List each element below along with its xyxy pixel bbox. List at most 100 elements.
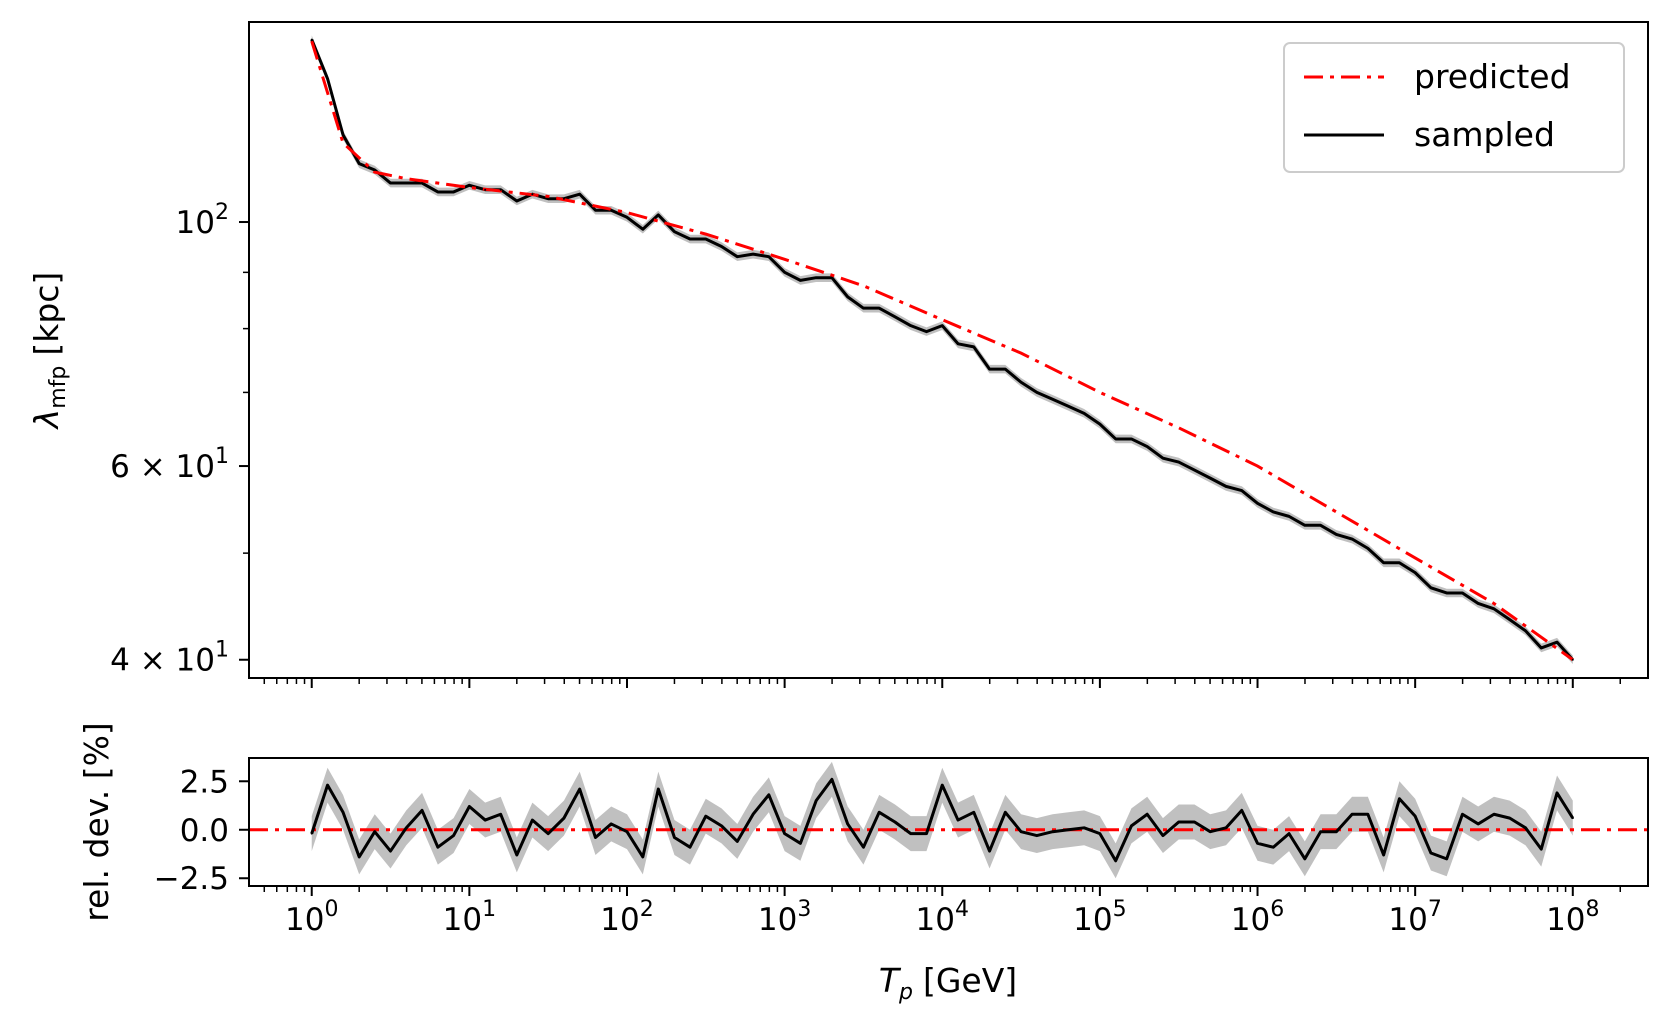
residual-point (957, 819, 960, 822)
xlabel-subscript: p (898, 980, 913, 1005)
sampled-point (767, 255, 770, 258)
main-ylabel: λmfp [kpc] (27, 272, 71, 431)
sampled-uncertainty-band (311, 35, 1573, 665)
main-ytick-label: 4 × 101 (110, 638, 229, 679)
sampled-point (310, 38, 313, 41)
xtick-label: 108 (1546, 897, 1599, 938)
residual-point (1414, 815, 1417, 818)
residual-point (972, 811, 975, 814)
sampled-point (1161, 457, 1164, 460)
sampled-point (1051, 398, 1054, 401)
residual-point (547, 832, 550, 835)
sampled-point (594, 209, 597, 212)
residual-point (1351, 813, 1354, 816)
residual-point (326, 784, 329, 787)
sampled-point (1398, 561, 1401, 564)
residual-point (1571, 817, 1574, 820)
residual-point (562, 817, 565, 820)
sampled-point (1366, 547, 1369, 550)
sampled-point (1571, 658, 1574, 661)
sampled-point (358, 162, 361, 165)
sampled-point (846, 295, 849, 298)
residual-ytick-label: 0.0 (180, 813, 229, 849)
sampled-point (1508, 618, 1511, 621)
xlabel-unit: [GeV] (923, 961, 1017, 1000)
sampled-point (1303, 524, 1306, 527)
main-ytick-labels: 102 6 × 101 4 × 101 (110, 200, 229, 679)
legend: predicted sampled (1283, 42, 1625, 173)
residual-point (578, 788, 581, 791)
legend-label-predicted: predicted (1414, 57, 1571, 96)
residual-point (752, 813, 755, 816)
residual-point (310, 832, 313, 835)
residual-point (1146, 813, 1149, 816)
main-series-layer (310, 35, 1574, 665)
sampled-point (1556, 641, 1559, 644)
residual-point (641, 855, 644, 858)
residual-point (1193, 821, 1196, 823)
residual-point (1020, 830, 1023, 833)
sampled-point (830, 276, 833, 279)
sampled-point (1240, 489, 1243, 492)
residual-point (767, 793, 770, 796)
sampled-point (720, 245, 723, 248)
sampled-point (1319, 524, 1322, 527)
sampled-point (1193, 469, 1196, 472)
xtick-label: 106 (1231, 897, 1284, 938)
xtick-label: 103 (758, 897, 811, 938)
residual-point (373, 830, 376, 833)
sampled-point (1130, 437, 1133, 440)
sampled-point (752, 253, 755, 256)
sampled-point (1146, 445, 1149, 448)
xtick-label: 100 (285, 897, 338, 938)
residual-point (1177, 821, 1180, 823)
residual-point (468, 805, 471, 808)
xtick-label: 101 (443, 897, 496, 938)
residual-point (1540, 848, 1543, 851)
residual-panel: 2.5 0.0 −2.5 100 101 102 103 104 105 106 107 108 r… (77, 722, 1649, 1005)
sampled-point (499, 188, 502, 191)
sampled-point (1382, 561, 1385, 564)
sampled-point (1288, 515, 1291, 518)
residual-point (1272, 846, 1275, 849)
xtick-label: 104 (916, 897, 969, 938)
sampled-point (1225, 485, 1227, 488)
residual-point (704, 815, 707, 818)
residual-point (1398, 797, 1401, 800)
sampled-point (342, 133, 345, 136)
legend-label-sampled: sampled (1414, 115, 1555, 154)
residual-point (1382, 853, 1385, 856)
sampled-point (799, 279, 802, 282)
sampled-point (941, 324, 944, 327)
sampled-point (878, 307, 881, 310)
residual-point (1256, 842, 1259, 845)
sampled-point (1414, 571, 1417, 574)
residual-point (1288, 832, 1291, 835)
sampled-point (625, 216, 628, 219)
sampled-point (547, 197, 550, 200)
legend-frame (1283, 42, 1625, 173)
sampled-point (1177, 461, 1180, 464)
sampled-point (1098, 423, 1101, 426)
sampled-point (326, 77, 329, 80)
residual-point (1067, 828, 1070, 831)
residual-point (421, 809, 424, 812)
residual-point (1004, 811, 1007, 814)
residual-point (830, 778, 833, 781)
residual-point (1461, 813, 1464, 816)
residual-series-layer (249, 761, 1648, 879)
residual-point (1508, 817, 1511, 820)
residual-ticks-layer (239, 780, 1621, 896)
residual-point (1161, 834, 1164, 837)
residual-point (484, 819, 487, 822)
sampled-point (1083, 412, 1086, 415)
residual-point (1051, 830, 1054, 833)
residual-point (625, 830, 628, 833)
sampled-point (1114, 437, 1117, 440)
sampled-point (562, 197, 565, 200)
residual-axes-frame (248, 757, 1649, 887)
residual-point (358, 855, 361, 858)
sampled-point (1524, 629, 1527, 632)
sampled-point (578, 193, 581, 196)
